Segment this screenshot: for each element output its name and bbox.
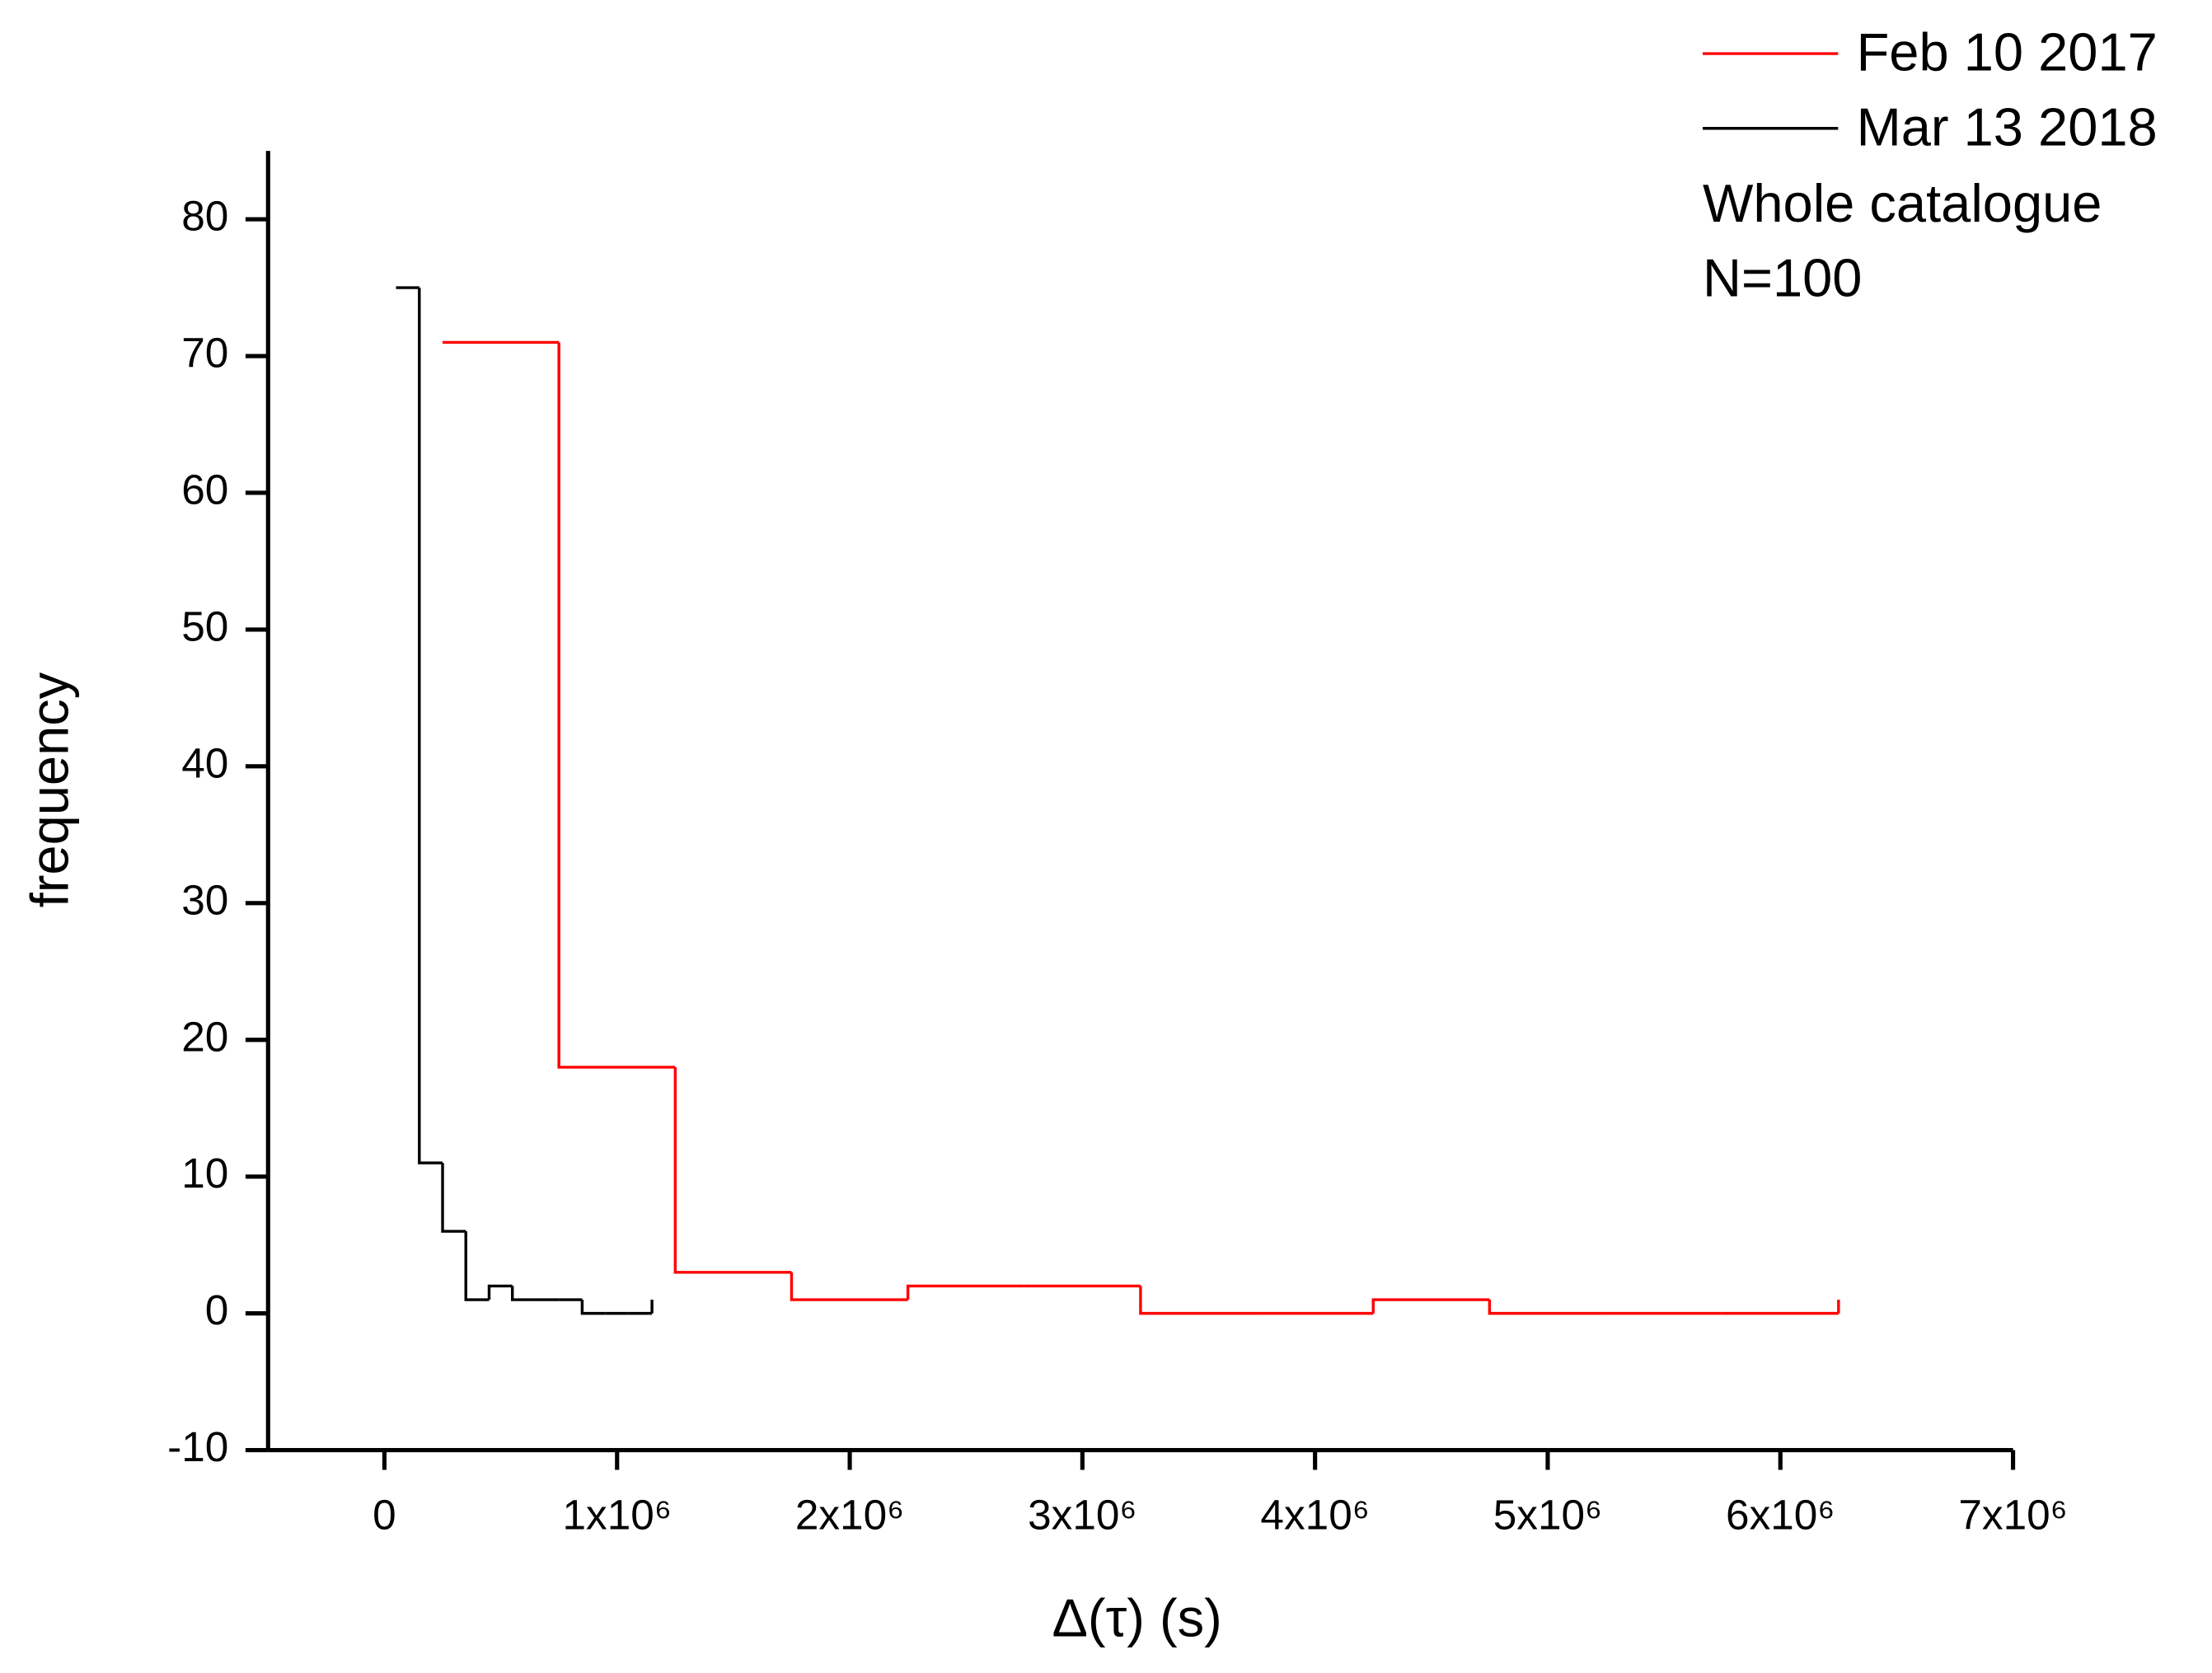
step-segment — [464, 1231, 490, 1301]
y-tick-label: 70 — [181, 330, 228, 377]
y-tick-label: 80 — [181, 193, 228, 240]
x-tick-label: 1x10⁶ — [563, 1491, 672, 1538]
step-segment — [1139, 1286, 1258, 1315]
annotation: Whole catalogue — [1703, 173, 2102, 233]
step-segment — [557, 342, 676, 1069]
step-segment — [418, 288, 443, 1165]
y-axis-label: frequency — [19, 672, 79, 907]
step-segment — [510, 1286, 536, 1301]
y-tick-label: 40 — [181, 739, 228, 786]
x-tick-label: 2x10⁶ — [795, 1491, 904, 1538]
x-tick-label: 5x10⁶ — [1493, 1491, 1602, 1538]
y-tick-label: 30 — [181, 876, 228, 923]
y-tick-label: 60 — [181, 466, 228, 513]
y-tick-label: -10 — [167, 1423, 228, 1470]
step-segment — [580, 1300, 606, 1315]
y-tick-label: 0 — [205, 1286, 229, 1333]
step-segment — [1488, 1300, 1606, 1315]
y-tick-label: 20 — [181, 1013, 228, 1060]
y-tick-label: 50 — [181, 602, 228, 649]
step-segment — [441, 1163, 466, 1233]
step-segment — [790, 1272, 908, 1301]
x-tick-label: 3x10⁶ — [1028, 1491, 1136, 1538]
x-tick-label: 0 — [373, 1491, 396, 1538]
step-segment — [906, 1284, 1024, 1300]
x-tick-label: 7x10⁶ — [1958, 1491, 2067, 1538]
step-segment — [487, 1284, 513, 1300]
annotation: N=100 — [1703, 248, 1862, 308]
x-tick-label: 4x10⁶ — [1260, 1491, 1369, 1538]
y-tick-label: 10 — [181, 1150, 228, 1197]
legend-label: Feb 10 2017 — [1857, 22, 2158, 82]
step-segment — [673, 1066, 792, 1274]
x-tick-label: 6x10⁶ — [1726, 1491, 1835, 1538]
legend-label: Mar 13 2018 — [1857, 96, 2158, 157]
step-segment — [1371, 1298, 1490, 1314]
x-axis-label: Δ(τ) (s) — [1052, 1588, 1221, 1648]
